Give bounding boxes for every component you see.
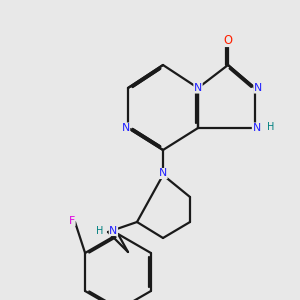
Text: N: N <box>254 83 262 93</box>
Text: N: N <box>109 226 118 236</box>
Text: N: N <box>252 123 261 133</box>
Text: N: N <box>159 169 167 178</box>
Text: H: H <box>96 226 103 236</box>
Text: H: H <box>267 122 274 132</box>
Text: O: O <box>224 34 232 46</box>
Text: F: F <box>69 215 75 226</box>
Text: N: N <box>122 123 130 133</box>
Text: N: N <box>194 83 202 93</box>
